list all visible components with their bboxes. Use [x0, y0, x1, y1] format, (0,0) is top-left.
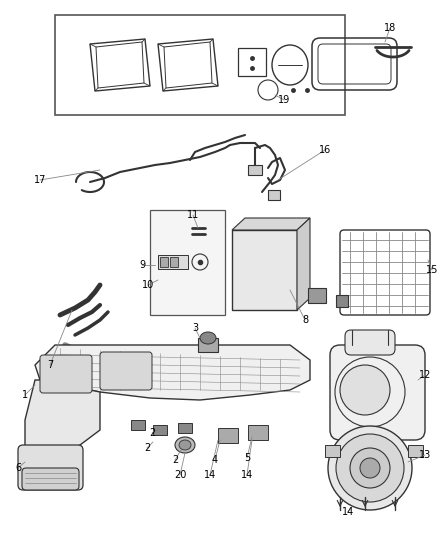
Bar	[248, 165, 262, 175]
Text: 15: 15	[426, 265, 438, 275]
Bar	[198, 338, 218, 352]
Ellipse shape	[340, 365, 390, 415]
Text: 13: 13	[419, 450, 431, 460]
Bar	[232, 230, 297, 310]
FancyBboxPatch shape	[330, 345, 425, 440]
Text: 8: 8	[302, 315, 308, 325]
FancyBboxPatch shape	[40, 355, 92, 393]
Bar	[178, 423, 192, 433]
Text: 5: 5	[244, 453, 250, 463]
Text: 3: 3	[192, 323, 198, 333]
Bar	[408, 445, 423, 457]
Polygon shape	[297, 218, 310, 310]
Polygon shape	[25, 380, 100, 460]
Bar	[238, 48, 266, 76]
Text: 10: 10	[142, 280, 154, 290]
Text: 6: 6	[15, 463, 21, 473]
Ellipse shape	[328, 426, 412, 510]
Text: 12: 12	[419, 370, 431, 380]
Bar	[153, 425, 167, 435]
Bar	[336, 295, 348, 307]
Text: 19: 19	[278, 95, 290, 105]
Polygon shape	[35, 345, 310, 400]
Text: 20: 20	[174, 470, 186, 480]
Bar	[150, 210, 225, 315]
Text: 7: 7	[47, 360, 53, 370]
FancyBboxPatch shape	[18, 445, 83, 490]
Ellipse shape	[336, 434, 404, 502]
Text: 14: 14	[342, 507, 354, 517]
FancyBboxPatch shape	[22, 468, 79, 490]
Text: 14: 14	[241, 470, 253, 480]
FancyBboxPatch shape	[100, 352, 152, 390]
Ellipse shape	[360, 458, 380, 478]
Bar	[218, 428, 238, 443]
FancyBboxPatch shape	[345, 330, 395, 355]
Bar	[248, 425, 268, 440]
Bar	[170, 257, 178, 267]
Bar	[131, 420, 145, 430]
Text: 16: 16	[319, 145, 331, 155]
Ellipse shape	[350, 448, 390, 488]
Text: 2: 2	[144, 443, 150, 453]
Text: 1: 1	[22, 390, 28, 400]
Ellipse shape	[179, 440, 191, 450]
Text: 11: 11	[187, 210, 199, 220]
Text: 17: 17	[34, 175, 46, 185]
Bar	[268, 190, 280, 200]
Text: 4: 4	[212, 455, 218, 465]
Ellipse shape	[200, 332, 216, 344]
Text: 2: 2	[149, 428, 155, 438]
Ellipse shape	[175, 437, 195, 453]
Polygon shape	[232, 218, 310, 230]
Bar	[308, 288, 326, 303]
Text: 14: 14	[204, 470, 216, 480]
Bar	[160, 257, 168, 267]
Text: 2: 2	[172, 455, 178, 465]
Bar	[325, 445, 340, 457]
Bar	[55, 15, 345, 115]
Text: 9: 9	[139, 260, 145, 270]
Bar	[158, 255, 188, 269]
Text: 18: 18	[384, 23, 396, 33]
